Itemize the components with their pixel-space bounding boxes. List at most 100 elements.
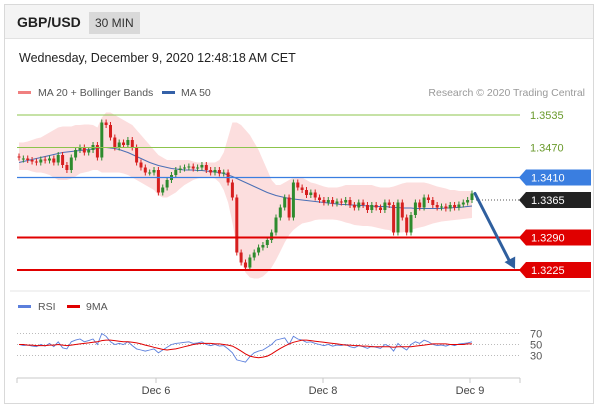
level-badge: [519, 229, 591, 246]
level-badge-label: 1.3410: [531, 173, 565, 185]
legend-rsi-swatch: [18, 305, 31, 308]
candle-body: [248, 257, 252, 268]
rsi-ma9-line: [19, 339, 472, 359]
candle-body: [326, 200, 330, 203]
candle-body: [331, 200, 335, 204]
candle-body: [213, 170, 217, 173]
candle-body: [370, 205, 374, 210]
candle-body: [126, 140, 130, 145]
candle-body: [130, 140, 134, 148]
projection-arrow-shaft: [473, 192, 513, 266]
candle-body: [52, 158, 56, 163]
candle-body: [252, 252, 256, 258]
legend-ma9-swatch: [67, 305, 80, 308]
rsi-level-label: 30: [530, 351, 542, 363]
candle-body: [165, 180, 169, 188]
candle-body: [191, 166, 195, 169]
candle-body: [366, 205, 369, 210]
candle-body: [230, 182, 234, 198]
candle-body: [61, 155, 65, 165]
candle-body: [287, 197, 291, 218]
candle-body: [100, 122, 104, 158]
candle-body: [122, 142, 125, 145]
candle-body: [17, 156, 21, 158]
candle-body: [156, 170, 160, 193]
candle-body: [178, 168, 182, 170]
header-bar: GBP/USD 30 MIN: [5, 5, 593, 39]
candle-body: [183, 167, 186, 169]
candle-body: [21, 158, 25, 160]
candle-body: [139, 162, 143, 168]
candle-body: [117, 142, 121, 148]
candle-body: [244, 262, 247, 268]
candle-body: [187, 166, 191, 168]
legend-ma50-swatch: [162, 91, 175, 94]
x-tick-label: Dec 8: [309, 385, 338, 397]
candle-body: [448, 205, 452, 209]
candle-body: [405, 217, 409, 233]
symbol-title: GBP/USD: [17, 14, 81, 30]
chart-widget: GBP/USD 30 MIN Wednesday, December 9, 20…: [4, 4, 594, 404]
candle-body: [196, 167, 200, 169]
candle-body: [261, 245, 265, 248]
candle-body: [274, 217, 278, 233]
candle-body: [78, 147, 82, 150]
level-badge-label: 1.3225: [531, 265, 565, 277]
candle-body: [435, 205, 439, 208]
candle-body: [318, 197, 321, 200]
credit-text: Research © 2020 Trading Central: [428, 87, 585, 99]
level-label: 1.3535: [530, 110, 564, 122]
candle-body: [300, 187, 304, 190]
candle-body: [400, 202, 404, 218]
candle-body: [413, 202, 417, 215]
x-tick-label: Dec 9: [456, 385, 485, 397]
candle-body: [374, 205, 378, 208]
price-levels: 1.3535 1.3470 1.3410 1.3365 1.3290 1.3225: [17, 110, 591, 278]
candle-body: [113, 137, 117, 148]
candle-body: [204, 165, 208, 170]
price-badge: [519, 192, 591, 208]
candle-body: [222, 172, 226, 174]
candle-body: [392, 205, 396, 233]
candle-body: [283, 197, 287, 208]
candle-body: [357, 202, 361, 208]
timeframe-badge[interactable]: 30 MIN: [89, 12, 140, 34]
candle-body: [322, 200, 326, 203]
candle-body: [387, 202, 391, 205]
candle-body: [470, 193, 474, 200]
projection-arrow-head: [504, 256, 516, 269]
candle-body: [200, 165, 204, 168]
candle-body: [431, 200, 435, 205]
candle-body: [148, 172, 152, 174]
bollinger-band: [19, 112, 472, 279]
candle-body: [69, 157, 73, 170]
candle-body: [313, 192, 317, 198]
candle-body: [444, 206, 448, 209]
candle-body: [217, 170, 221, 174]
candle-body: [26, 158, 30, 160]
candle-body: [30, 160, 34, 162]
x-axis-ticks: Dec 6 Dec 8 Dec 9: [142, 378, 485, 397]
timestamp: Wednesday, December 9, 2020 12:48:18 AM …: [19, 51, 296, 65]
candle-body: [291, 182, 295, 218]
candle-body: [344, 200, 348, 203]
legend-ma50-label: MA 50: [181, 87, 211, 99]
candle-body: [305, 190, 308, 195]
level-badge: [519, 262, 591, 278]
candle-body: [422, 197, 426, 208]
level-badge: [519, 169, 591, 186]
candle-body: [265, 240, 269, 245]
x-tick-label: Dec 6: [142, 385, 171, 397]
candle-body: [278, 207, 282, 218]
candle-body: [143, 167, 147, 173]
candle-body: [383, 202, 387, 210]
rsi-line: [18, 332, 473, 363]
candle-body: [335, 201, 339, 204]
price-plot: [17, 112, 474, 279]
candle-body: [396, 202, 400, 233]
level-badge-label: 1.3290: [531, 233, 565, 245]
candle-body: [453, 205, 457, 208]
candle-body: [87, 150, 91, 153]
candle-body: [270, 232, 274, 240]
